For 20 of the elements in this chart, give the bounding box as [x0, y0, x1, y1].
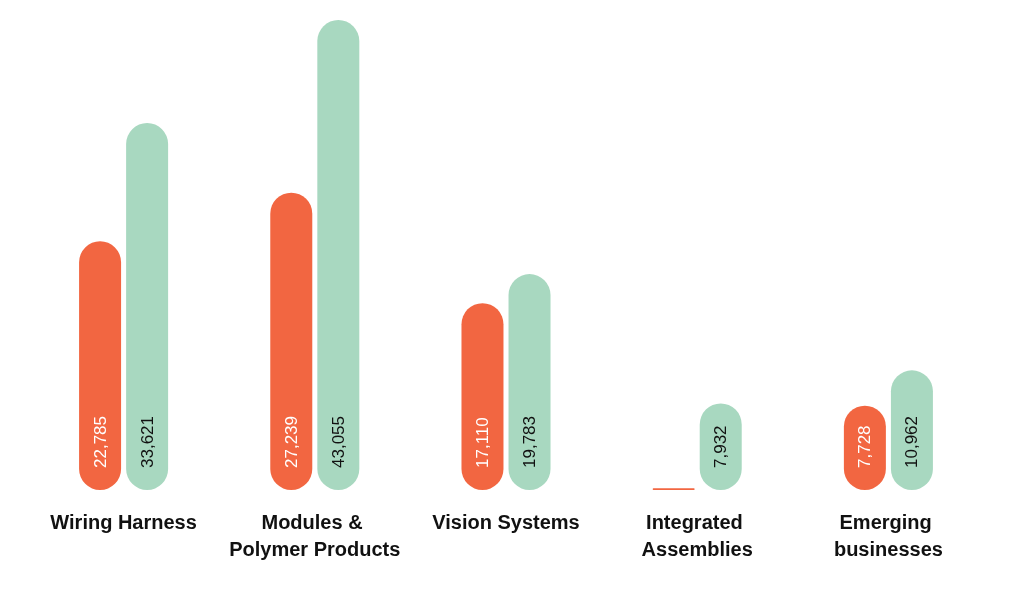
- data-label: 43,055: [328, 416, 348, 468]
- data-label: 7,932: [711, 425, 731, 468]
- bar: [461, 303, 504, 490]
- data-label: 19,783: [520, 416, 540, 468]
- data-label: 22,785: [90, 416, 110, 468]
- bar: [79, 241, 122, 490]
- x-tick-label: Wiring Harness: [50, 510, 197, 533]
- bar: [270, 192, 313, 490]
- data-label: 33,621: [137, 416, 157, 468]
- data-label: 7,728: [855, 425, 875, 468]
- bar: [317, 20, 360, 490]
- data-label: 10,962: [902, 416, 922, 468]
- x-tick-label: Vision Systems: [432, 510, 580, 533]
- bar: [508, 274, 551, 490]
- data-label: 27,239: [281, 416, 301, 468]
- x-tick-label: Emerging businesses: [833, 510, 943, 560]
- data-label: 17,110: [472, 417, 492, 468]
- x-tick-label: Modules & Polymer Products: [229, 510, 401, 560]
- x-tick-label: Integrated Assemblies: [641, 510, 753, 560]
- bar: [126, 122, 169, 490]
